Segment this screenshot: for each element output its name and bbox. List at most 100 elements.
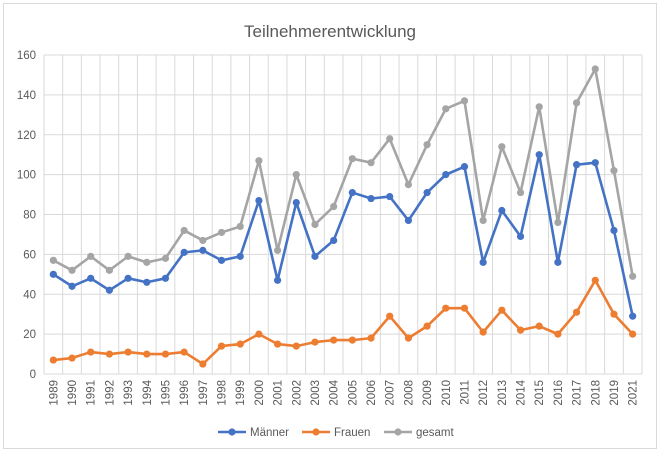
y-tick-label: 40 <box>23 289 36 301</box>
data-point <box>629 312 637 320</box>
legend-label: Frauen <box>334 427 370 439</box>
chart-title: Teilnehmerentwicklung <box>244 22 416 41</box>
data-point <box>311 220 319 229</box>
series-männer <box>49 151 637 320</box>
data-point <box>87 348 95 356</box>
data-point <box>292 198 300 207</box>
data-point <box>124 274 132 282</box>
y-tick-label: 120 <box>17 130 36 142</box>
data-point <box>516 326 525 334</box>
legend-label: gesamt <box>416 427 455 439</box>
data-point <box>610 310 618 318</box>
x-tick-label: 2019 <box>609 380 621 406</box>
data-point <box>180 226 188 235</box>
series-frauen <box>49 276 637 368</box>
data-point <box>498 306 506 314</box>
data-point <box>255 196 263 205</box>
x-tick-label: 1992 <box>104 380 116 406</box>
data-point <box>143 278 151 286</box>
data-point <box>199 246 207 254</box>
x-tick-label: 2005 <box>347 380 359 406</box>
data-point <box>629 330 637 338</box>
data-point <box>236 222 244 231</box>
data-point <box>629 272 637 280</box>
legend-item: Frauen <box>302 427 370 439</box>
y-tick-label: 0 <box>30 369 36 381</box>
data-point <box>442 304 450 312</box>
data-point <box>273 276 282 284</box>
x-tick-label: 1989 <box>48 380 60 406</box>
data-point <box>330 336 338 344</box>
data-point <box>311 252 319 260</box>
data-point <box>236 340 244 348</box>
x-tick-label: 2004 <box>329 379 341 405</box>
data-point <box>199 360 207 368</box>
data-point <box>460 97 469 105</box>
x-tick-label: 1998 <box>217 380 229 406</box>
data-point <box>255 330 263 338</box>
data-point <box>49 270 57 278</box>
x-tick-label: 2008 <box>403 380 415 406</box>
x-tick-label: 2014 <box>516 379 528 405</box>
data-point <box>217 342 226 350</box>
data-point <box>217 256 226 264</box>
data-point <box>404 334 413 342</box>
x-tick-label: 2021 <box>628 380 640 406</box>
data-point <box>554 330 562 338</box>
data-point <box>460 304 469 312</box>
x-tick-label: 1990 <box>67 380 79 406</box>
data-point <box>591 65 599 73</box>
y-tick-label: 140 <box>17 90 36 102</box>
x-tick-label: 1999 <box>235 380 247 406</box>
data-point <box>535 322 543 330</box>
data-point <box>423 322 431 330</box>
data-point <box>535 151 543 159</box>
data-point <box>49 256 57 264</box>
x-tick-label: 1995 <box>160 380 172 406</box>
data-point <box>161 350 170 358</box>
legend-marker <box>312 428 320 436</box>
data-point <box>87 274 95 282</box>
legend-item: Männer <box>218 427 289 439</box>
x-tick-label: 2017 <box>572 380 584 406</box>
data-point <box>273 246 282 254</box>
data-point <box>330 236 338 245</box>
legend-marker <box>394 428 402 436</box>
data-point <box>516 188 525 197</box>
data-point <box>49 356 57 364</box>
data-point <box>554 218 562 227</box>
data-point <box>572 99 581 107</box>
x-tick-label: 2009 <box>422 380 434 406</box>
x-tick-label: 1993 <box>123 380 135 406</box>
data-point <box>591 276 599 284</box>
data-point <box>498 143 506 151</box>
data-point <box>180 348 188 356</box>
data-point <box>386 135 394 143</box>
x-tick-label: 2007 <box>385 380 397 406</box>
data-point <box>217 228 226 237</box>
data-point <box>386 312 394 320</box>
data-point <box>105 350 114 358</box>
x-tick-label: 2010 <box>441 380 453 406</box>
data-point <box>423 141 431 149</box>
chart-frame <box>3 3 657 449</box>
data-point <box>386 192 394 201</box>
data-point <box>124 348 132 356</box>
y-tick-label: 60 <box>23 249 36 261</box>
legend-item: gesamt <box>384 427 455 439</box>
data-point <box>572 308 581 316</box>
x-tick-label: 2013 <box>497 380 509 406</box>
data-point <box>105 266 114 274</box>
data-point <box>105 286 114 294</box>
data-point <box>610 226 618 235</box>
data-point <box>404 180 413 189</box>
x-tick-label: 2001 <box>273 380 285 406</box>
data-point <box>591 159 599 167</box>
data-point <box>404 216 413 225</box>
data-point <box>292 171 300 179</box>
data-point <box>442 105 450 113</box>
data-point <box>180 248 188 256</box>
x-tick-label: 2016 <box>553 380 565 406</box>
data-point <box>87 252 95 260</box>
data-point <box>367 334 375 342</box>
